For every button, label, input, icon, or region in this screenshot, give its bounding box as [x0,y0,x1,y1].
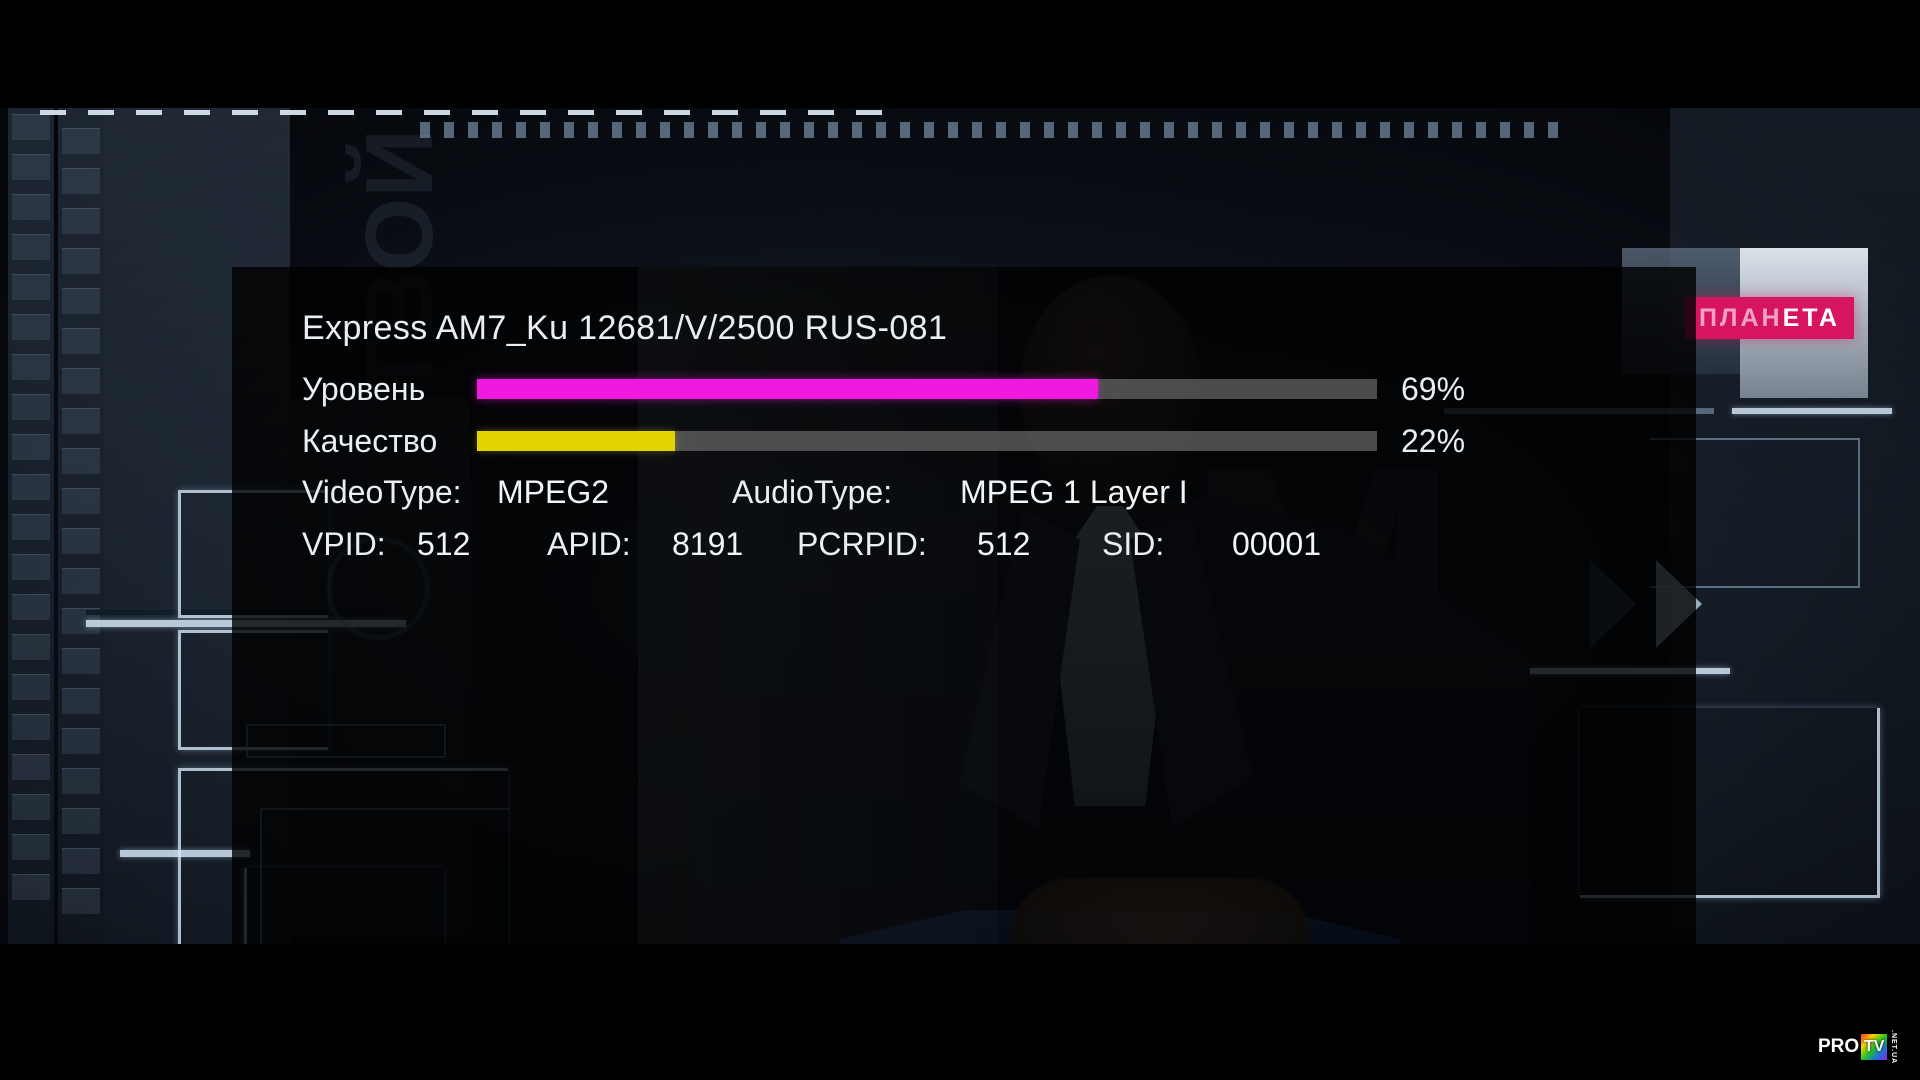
video-area: ТВОЙ МИР M ПЛАН [0,108,1920,944]
signal-level-value: 69% [1401,370,1466,407]
pcrpid-field: PCRPID: 512 [797,526,1102,563]
signal-level-label: Уровень [302,370,426,407]
background-circuit-box [1580,708,1880,898]
signal-quality-value: 22% [1401,422,1466,459]
signal-info-panel: Express AM7_Ku 12681/V/2500 RUS-081 Уров… [232,267,1696,944]
signal-quality-track [477,431,1377,451]
background-film-strip-right [58,108,104,944]
vpid-field: VPID: 512 [302,526,547,563]
audio-type-label: AudioType: [732,474,893,510]
sid-field: SID: 00001 [1102,526,1362,563]
sid-label: SID: [1102,526,1165,562]
signal-level-track [477,379,1377,399]
signal-level-fill [477,379,1098,399]
transponder-title: Express AM7_Ku 12681/V/2500 RUS-081 [302,309,948,347]
apid-label: APID: [547,526,631,562]
watermark-tv-text: TV [1863,1038,1885,1055]
background-circuit-box [1650,438,1860,588]
background-tick-row-small [420,122,1558,138]
panel-sheen [638,267,998,944]
background-circuit-line [1732,408,1892,414]
audio-type-value: MPEG 1 Layer I [960,474,1188,510]
channel-logo-text-dim: ПЛАН [1698,303,1783,332]
watermark-domain-text: .NET.UA [1890,1029,1898,1065]
background-circuit-line [120,850,250,857]
background-film-strip-left [8,108,54,944]
apid-value: 8191 [672,526,744,562]
video-type-label: VideoType: [302,474,462,510]
signal-quality-label: Качество [302,422,438,459]
codec-info-row: VideoType: MPEG2 AudioType: MPEG 1 Layer… [302,474,1656,511]
watermark-pro-text: PRO [1818,1036,1860,1057]
vpid-value: 512 [417,526,471,562]
pid-info-row: VPID: 512 APID: 8191 PCRPID: 512 SID: 00… [302,526,1656,563]
audio-type-field: AudioType: MPEG 1 Layer I [732,474,1188,511]
signal-quality-row: Качество 22% [302,422,1511,459]
video-type-field: VideoType: MPEG2 [302,474,732,511]
vpid-label: VPID: [302,526,386,562]
apid-field: APID: 8191 [547,526,797,563]
pcrpid-value: 512 [977,526,1031,562]
channel-logo-text-bright: ЕТА [1782,303,1840,332]
video-type-value: MPEG2 [497,474,610,510]
protv-watermark: PRO TV .NET.UA [1814,1028,1906,1066]
signal-quality-fill [477,431,675,451]
channel-logo: ПЛАН ЕТА [1684,297,1854,339]
pcrpid-label: PCRPID: [797,526,927,562]
background-tick-row-top [40,110,882,115]
signal-level-row: Уровень 69% [302,370,1511,407]
sid-value: 00001 [1232,526,1321,562]
watermark-tv-icon: TV [1861,1034,1888,1060]
